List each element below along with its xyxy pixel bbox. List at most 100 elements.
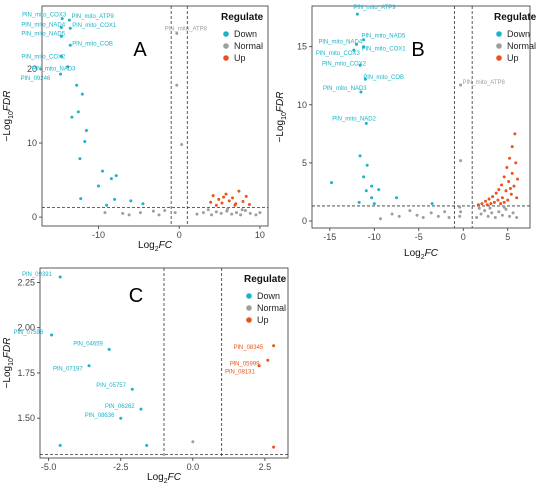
gene-label: PlN_mito_NAD3 xyxy=(32,67,76,73)
data-point-down xyxy=(362,38,366,42)
data-point-normal xyxy=(429,211,433,215)
legend-swatch-normal xyxy=(223,43,229,49)
data-point-normal xyxy=(239,213,243,217)
data-point-normal xyxy=(486,214,490,218)
data-point-up xyxy=(217,197,221,201)
x-tick-label: -10 xyxy=(368,232,381,242)
plot-frame xyxy=(311,5,531,229)
gene-label: PlN_08636 xyxy=(85,413,115,419)
y-tick-label: 1.75 xyxy=(17,368,35,378)
legend-swatch-normal xyxy=(246,305,252,311)
data-point-normal xyxy=(500,213,504,217)
volcano-panel-b: -15 -10 -5 0 5 0 5 10 15 Log2FC −Log10FDR PlN_mito_… xyxy=(275,5,537,261)
data-point-down xyxy=(364,189,368,193)
data-point-normal xyxy=(508,214,512,218)
data-point-down xyxy=(59,54,63,58)
data-point-normal xyxy=(121,211,125,215)
data-point-up xyxy=(476,203,480,207)
data-point-up xyxy=(496,198,500,202)
data-point-down xyxy=(80,92,84,96)
data-point-up xyxy=(222,195,226,199)
legend-item-label: Up xyxy=(507,53,519,63)
data-point-down xyxy=(60,17,64,21)
data-point-down xyxy=(75,83,79,87)
data-point-down xyxy=(372,202,376,206)
data-point-up xyxy=(506,198,510,202)
gene-label: PlN_09391 xyxy=(22,272,52,278)
x-axis-label: Log2FC xyxy=(404,248,439,261)
data-point-down xyxy=(76,110,80,114)
data-point-down xyxy=(68,43,72,47)
data-point-down xyxy=(50,333,54,337)
x-tick-label: -2.5 xyxy=(113,462,129,472)
data-point-up xyxy=(510,145,514,149)
panel-letter: A xyxy=(133,39,147,61)
data-point-normal xyxy=(210,213,213,217)
data-point-down xyxy=(84,128,88,132)
data-point-normal xyxy=(248,211,252,215)
data-point-down xyxy=(114,174,118,178)
gene-label: PlN_mito_NAD2 xyxy=(332,116,376,122)
data-point-down xyxy=(370,184,374,188)
data-point-normal xyxy=(497,210,501,214)
data-point-normal xyxy=(138,211,142,215)
data-point-up xyxy=(220,201,224,205)
data-point-up xyxy=(484,199,488,203)
gene-label: PlN_mito_NAD4 xyxy=(318,39,362,45)
legend-title: Regulate xyxy=(494,12,537,23)
x-tick-label: -5 xyxy=(415,232,423,242)
data-point-normal xyxy=(483,209,487,213)
data-point-normal xyxy=(258,211,262,215)
data-point-down xyxy=(83,140,87,144)
data-point-down xyxy=(352,48,356,52)
data-point-down xyxy=(59,72,63,76)
data-point-up xyxy=(487,197,491,201)
y-tick-label: 2.00 xyxy=(17,323,35,333)
data-point-up xyxy=(485,203,489,207)
legend: Regulate Down Normal Up xyxy=(244,274,287,325)
plot-frame xyxy=(41,5,269,227)
y-tick-label: 0 xyxy=(302,216,307,226)
data-point-normal xyxy=(459,210,463,214)
data-point-down xyxy=(101,169,105,173)
data-point-down xyxy=(370,196,374,200)
x-axis-label: Log2FC xyxy=(147,472,182,485)
data-point-down xyxy=(362,45,366,49)
volcano-panel-a: -10 0 10 0 10 20 Log2FC −Log10FDR PlN_mito_COX3 P… xyxy=(2,5,269,253)
panel-letter: B xyxy=(411,39,424,61)
data-point-down xyxy=(395,196,399,200)
gene-label: PlN_08131 xyxy=(225,370,255,376)
data-point-up xyxy=(504,189,508,193)
data-point-up xyxy=(500,183,504,187)
data-point-down xyxy=(109,177,113,181)
data-point-down xyxy=(70,115,74,119)
data-point-up xyxy=(233,203,237,207)
data-point-normal xyxy=(408,209,412,213)
y-tick-label: 2.25 xyxy=(17,277,35,287)
legend-item-label: Normal xyxy=(257,303,286,313)
gene-label: PlN_mito_ATP8 xyxy=(463,80,506,86)
data-point-up xyxy=(230,196,234,200)
data-point-normal xyxy=(475,216,479,220)
x-tick-label: 0 xyxy=(177,230,182,240)
data-point-normal xyxy=(447,216,451,220)
legend-title: Regulate xyxy=(244,274,287,285)
gene-label: PlN_mito_NAD5 xyxy=(21,31,65,37)
data-point-normal xyxy=(157,213,161,217)
data-point-normal xyxy=(421,216,425,220)
legend-swatch-down xyxy=(496,31,502,37)
data-point-down xyxy=(358,154,362,158)
data-point-normal xyxy=(459,159,463,163)
data-point-down xyxy=(430,202,434,206)
data-point-up xyxy=(512,184,516,188)
data-point-normal xyxy=(490,211,494,215)
data-point-normal xyxy=(243,208,247,212)
legend-swatch-down xyxy=(246,293,252,299)
data-point-normal xyxy=(175,83,179,87)
gene-label: PlN_mito_COX1 xyxy=(72,23,117,29)
data-point-normal xyxy=(488,206,492,210)
data-point-up xyxy=(489,202,493,206)
data-point-normal xyxy=(458,205,462,209)
x-tick-label: -10 xyxy=(92,230,105,240)
x-tick-label: 0.0 xyxy=(187,462,200,472)
